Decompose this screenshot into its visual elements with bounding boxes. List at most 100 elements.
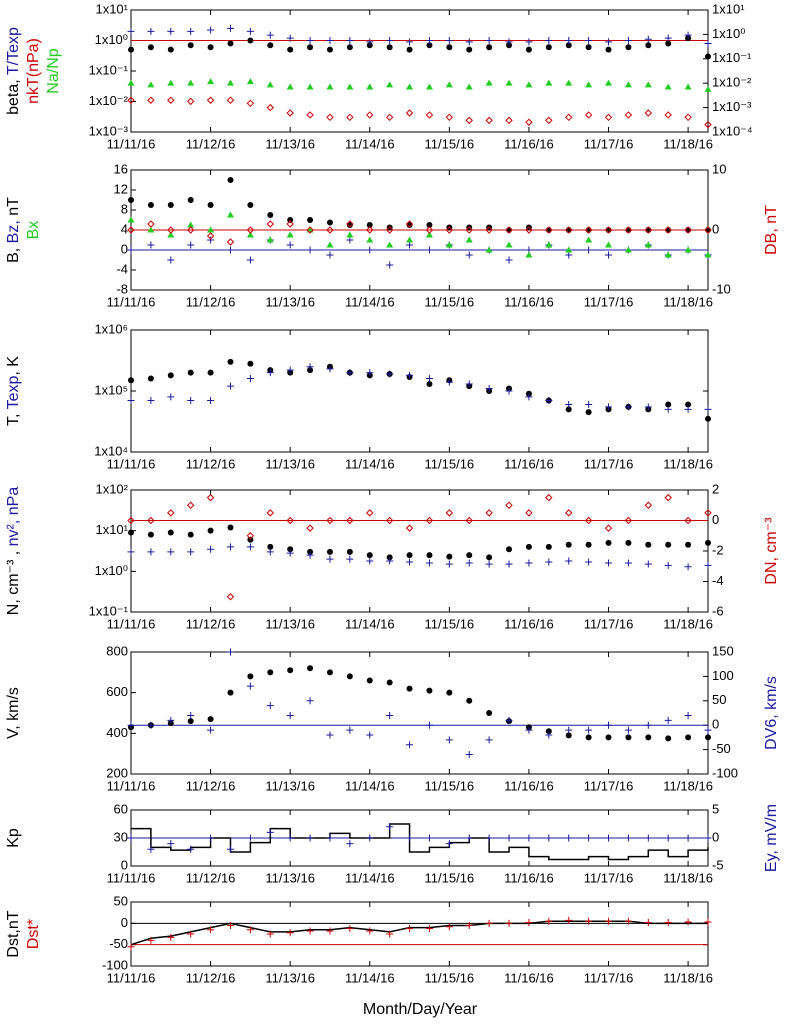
point (704, 251, 712, 258)
point (206, 96, 215, 104)
point (405, 220, 414, 228)
x-tick-label: 11/18/16 (663, 294, 713, 309)
point (307, 44, 314, 51)
point (624, 37, 632, 44)
point (127, 834, 135, 842)
point (445, 840, 453, 848)
point (385, 113, 394, 122)
point (545, 226, 553, 234)
y-tick-label: 1x10⁴ (94, 443, 128, 458)
point (664, 83, 672, 90)
point (227, 524, 234, 531)
x-tick-label: 11/12/16 (186, 616, 236, 631)
point (426, 222, 433, 228)
point (326, 927, 334, 935)
point (565, 251, 573, 259)
point (664, 834, 672, 842)
axis-title-part: , K (5, 356, 22, 376)
point (605, 38, 613, 46)
point (307, 665, 314, 672)
point (465, 251, 473, 259)
point (705, 415, 711, 422)
point (605, 539, 612, 546)
y-tick-label: 400 (106, 725, 128, 740)
y2-tick-label: -50 (712, 741, 731, 756)
point (685, 541, 692, 548)
point (545, 493, 553, 502)
point (127, 216, 135, 223)
point (605, 46, 612, 53)
x-tick-label: 11/11/16 (107, 456, 156, 471)
point (386, 554, 393, 561)
x-tick-label: 11/11/16 (107, 970, 156, 985)
point (585, 44, 592, 51)
point (585, 541, 592, 548)
point (346, 924, 354, 932)
point (406, 558, 414, 566)
point (147, 241, 155, 249)
axis-title-part: Texp (5, 375, 22, 409)
point (227, 358, 234, 365)
point (406, 83, 414, 90)
point (246, 27, 254, 35)
point (247, 360, 254, 367)
point (167, 716, 175, 724)
point (506, 227, 513, 233)
x-tick-label: 11/16/16 (504, 616, 554, 631)
point (207, 226, 215, 233)
point (425, 375, 433, 383)
point (246, 532, 255, 540)
point (406, 236, 414, 243)
point (406, 241, 414, 249)
point (306, 927, 314, 935)
point (506, 546, 513, 553)
y2-tick-label: 5 (712, 801, 719, 816)
point (684, 405, 692, 413)
x-tick-label: 11/17/16 (584, 456, 634, 471)
point (226, 593, 235, 601)
point (525, 251, 533, 258)
point (385, 516, 394, 525)
point (445, 226, 454, 234)
point (186, 97, 195, 106)
point (465, 116, 473, 125)
y2-tick-label: 0 (712, 221, 719, 236)
point (525, 38, 533, 46)
point (127, 548, 135, 556)
point (167, 393, 175, 401)
point (545, 44, 552, 51)
y2-tick-label: -4 (712, 573, 724, 588)
point (287, 667, 294, 674)
point (605, 834, 613, 842)
point (645, 227, 652, 233)
point (605, 721, 613, 729)
x-tick-label: 11/16/16 (504, 870, 554, 885)
point (207, 716, 214, 723)
point (346, 231, 354, 238)
point (207, 527, 214, 534)
point (684, 834, 692, 842)
point (406, 552, 413, 559)
x-tick-label: 11/15/16 (425, 294, 475, 309)
x-tick-label: 11/14/16 (345, 136, 395, 151)
point (445, 736, 453, 744)
point (127, 943, 135, 951)
point (704, 226, 712, 234)
point (445, 241, 453, 248)
point (346, 555, 354, 563)
x-tick-label: 11/16/16 (504, 778, 554, 793)
point (425, 111, 434, 119)
x-tick-label: 11/18/16 (663, 778, 713, 793)
point (485, 246, 493, 253)
point (326, 226, 334, 234)
point (465, 921, 473, 929)
point (207, 726, 215, 734)
axis-title-part: Bx (25, 221, 42, 240)
point (187, 221, 195, 228)
point (525, 559, 533, 567)
y2-tick-label: 100 (712, 668, 734, 683)
point (306, 551, 314, 559)
point (306, 83, 314, 90)
point (545, 37, 553, 44)
point (147, 721, 155, 729)
